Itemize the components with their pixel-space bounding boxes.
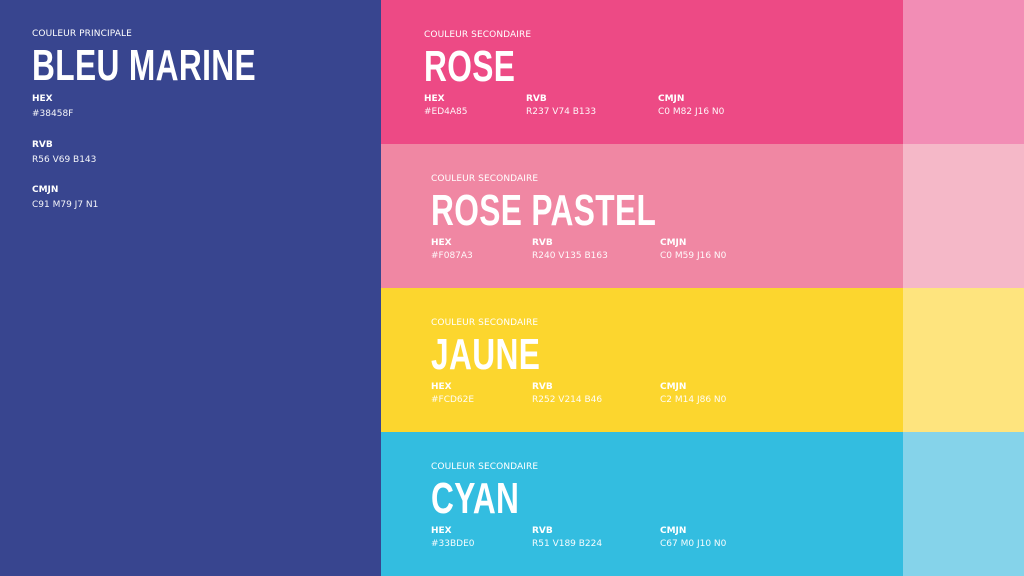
rvb-label: RVB <box>532 238 553 248</box>
rvb-label: RVB <box>532 382 553 392</box>
secondary-color-panel <box>381 432 903 576</box>
secondary-color-panel <box>381 288 903 432</box>
cmjn-label: CMJN <box>660 382 687 392</box>
secondary-name: CYAN <box>431 474 520 523</box>
secondary-name: JAUNE <box>431 330 541 379</box>
hex-value: #FCD62E <box>431 395 475 405</box>
hex-label: HEX <box>424 94 445 104</box>
cmjn-label: CMJN <box>658 94 685 104</box>
secondary-name: ROSE <box>424 42 516 91</box>
tint-swatch <box>903 144 1024 288</box>
cmjn-value: C2 M14 J86 N0 <box>660 395 727 405</box>
rvb-value: R252 V214 B46 <box>532 395 603 405</box>
cmjn-value: C0 M82 J16 N0 <box>658 107 725 117</box>
hex-label: HEX <box>431 526 452 536</box>
cmjn-value: C0 M59 J16 N0 <box>660 251 727 261</box>
hex-value: #F087A3 <box>431 251 473 261</box>
rvb-value: R56 V69 B143 <box>32 155 97 165</box>
tint-swatch <box>903 432 1024 576</box>
secondary-label: COULEUR SECONDAIRE <box>431 174 539 184</box>
cmjn-value: C91 M79 J7 N1 <box>32 200 99 210</box>
hex-label: HEX <box>431 382 452 392</box>
primary-name: BLEU MARINE <box>32 41 256 90</box>
rvb-label: RVB <box>532 526 553 536</box>
primary-label: COULEUR PRINCIPALE <box>32 29 132 39</box>
secondary-label: COULEUR SECONDAIRE <box>431 462 539 472</box>
hex-label: HEX <box>431 238 452 248</box>
rvb-value: R51 V189 B224 <box>532 539 603 549</box>
secondary-color-panel <box>381 144 903 288</box>
tint-swatch <box>903 0 1024 144</box>
tint-swatch <box>903 288 1024 432</box>
cmjn-label: CMJN <box>660 238 687 248</box>
cmjn-label: CMJN <box>32 185 59 195</box>
secondary-label: COULEUR SECONDAIRE <box>431 318 539 328</box>
primary-color-panel: COULEUR PRINCIPALE BLEU MARINE HEX #3845… <box>0 0 381 576</box>
hex-value: #33BDE0 <box>431 539 475 549</box>
hex-value: #38458F <box>32 109 74 119</box>
cmjn-value: C67 M0 J10 N0 <box>660 539 727 549</box>
rvb-value: R240 V135 B163 <box>532 251 608 261</box>
hex-value: #ED4A85 <box>424 107 468 117</box>
rvb-label: RVB <box>526 94 547 104</box>
rvb-value: R237 V74 B133 <box>526 107 597 117</box>
secondary-label: COULEUR SECONDAIRE <box>424 30 532 40</box>
hex-label: HEX <box>32 94 53 104</box>
secondary-color-panel <box>381 0 903 144</box>
secondary-name: ROSE PASTEL <box>431 186 657 235</box>
rvb-label: RVB <box>32 140 53 150</box>
cmjn-label: CMJN <box>660 526 687 536</box>
